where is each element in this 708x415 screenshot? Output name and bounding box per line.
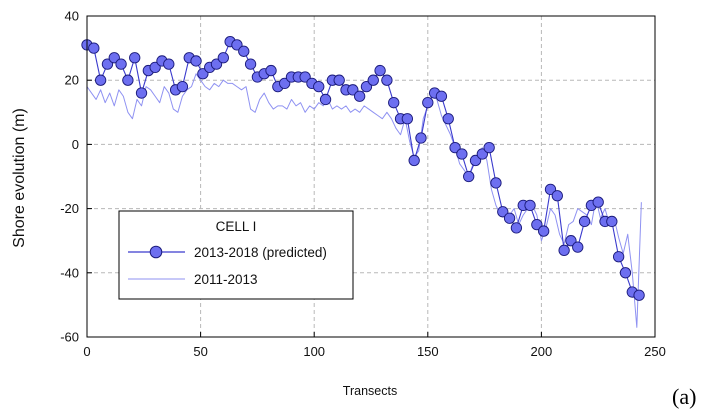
data-point-predicted: [558, 244, 570, 256]
data-point-predicted: [94, 74, 107, 86]
data-point-predicted: [347, 84, 359, 96]
data-point-predicted: [279, 77, 291, 90]
data-point-predicted: [265, 64, 277, 77]
data-point-predicted: [456, 148, 468, 160]
y-tick-label: 20: [65, 73, 79, 88]
data-point-predicted: [401, 113, 414, 125]
data-point-predicted: [592, 196, 604, 208]
x-tick-label: 150: [417, 344, 439, 359]
data-point-predicted: [210, 58, 223, 70]
data-point-predicted: [612, 251, 625, 263]
data-point-predicted: [538, 225, 550, 237]
x-tick-label: 100: [303, 344, 325, 359]
data-point-predicted: [163, 58, 175, 70]
data-point-predicted: [483, 141, 495, 154]
data-point-predicted: [367, 74, 379, 86]
series-2013-2018-predicted: [81, 36, 645, 301]
series-line-2011-2013: [86, 73, 642, 328]
x-tick-label: 0: [83, 344, 90, 359]
data-point-predicted: [238, 45, 250, 57]
data-point-predicted: [313, 80, 325, 93]
data-point-predicted: [374, 64, 386, 77]
data-point-predicted: [572, 241, 584, 253]
panel-label: (a): [672, 384, 697, 409]
data-point-predicted: [388, 97, 400, 109]
x-tick-label: 250: [644, 344, 666, 359]
data-point-predicted: [135, 87, 148, 99]
data-point-predicted: [231, 39, 243, 51]
y-tick-label: -20: [60, 201, 79, 216]
data-point-predicted: [299, 71, 311, 83]
data-point-predicted: [122, 74, 134, 86]
data-point-predicted: [497, 206, 509, 218]
data-point-predicted: [108, 52, 120, 64]
data-point-predicted: [606, 215, 618, 228]
data-point-predicted: [490, 177, 502, 189]
data-point-predicted: [88, 42, 100, 54]
data-point-predicted: [463, 170, 475, 183]
legend-swatch-predicted-marker: [149, 245, 163, 259]
y-tick-label: 40: [65, 9, 79, 24]
data-point-predicted: [503, 212, 516, 224]
plot-frame: [86, 15, 656, 338]
data-point-predicted: [476, 148, 488, 160]
data-point-predicted: [619, 267, 632, 279]
data-point-predicted: [129, 52, 141, 64]
x-tick-label: 200: [531, 344, 553, 359]
data-point-predicted: [422, 97, 434, 109]
data-point-predicted: [319, 93, 332, 106]
data-point-predicted: [633, 289, 645, 301]
x-axis-label: Transects: [343, 384, 397, 398]
data-point-predicted: [333, 74, 345, 86]
data-point-predicted: [381, 74, 393, 86]
data-point-predicted: [353, 90, 366, 102]
data-point-predicted: [360, 80, 373, 93]
data-point-predicted: [217, 52, 229, 64]
data-point-predicted: [544, 183, 557, 195]
legend-title: CELL I: [216, 219, 257, 234]
data-point-predicted: [244, 58, 257, 70]
data-point-predicted: [531, 218, 543, 231]
data-point-predicted: [415, 132, 427, 144]
legend-label-observed: 2011-2013: [194, 272, 258, 287]
data-point-predicted: [510, 222, 523, 234]
data-point-predicted: [578, 215, 591, 228]
data-point-predicted: [442, 113, 454, 125]
series-2011-2013: [86, 73, 642, 328]
data-point-predicted: [449, 141, 461, 154]
data-point-predicted: [524, 199, 536, 212]
x-tick-label: 50: [193, 344, 207, 359]
data-point-predicted: [565, 235, 577, 247]
data-point-predicted: [101, 58, 114, 70]
data-point-predicted: [176, 80, 189, 93]
data-point-predicted: [149, 61, 161, 74]
data-point-predicted: [197, 68, 209, 80]
data-point-predicted: [115, 58, 127, 70]
legend-label-predicted: 2013-2018 (predicted): [194, 245, 327, 260]
y-tick-label: -60: [60, 330, 79, 345]
data-point-predicted: [408, 154, 420, 167]
y-axis-label: Shore evolution (m): [11, 108, 28, 248]
legend: CELL I 2013-2018 (predicted) 2011-2013: [118, 210, 354, 300]
data-point-predicted: [551, 190, 563, 202]
y-tick-label: -40: [60, 265, 79, 280]
data-point-predicted: [469, 154, 482, 167]
y-tick-label: 0: [72, 137, 79, 152]
data-point-predicted: [435, 90, 448, 102]
data-point-predicted: [190, 55, 202, 67]
